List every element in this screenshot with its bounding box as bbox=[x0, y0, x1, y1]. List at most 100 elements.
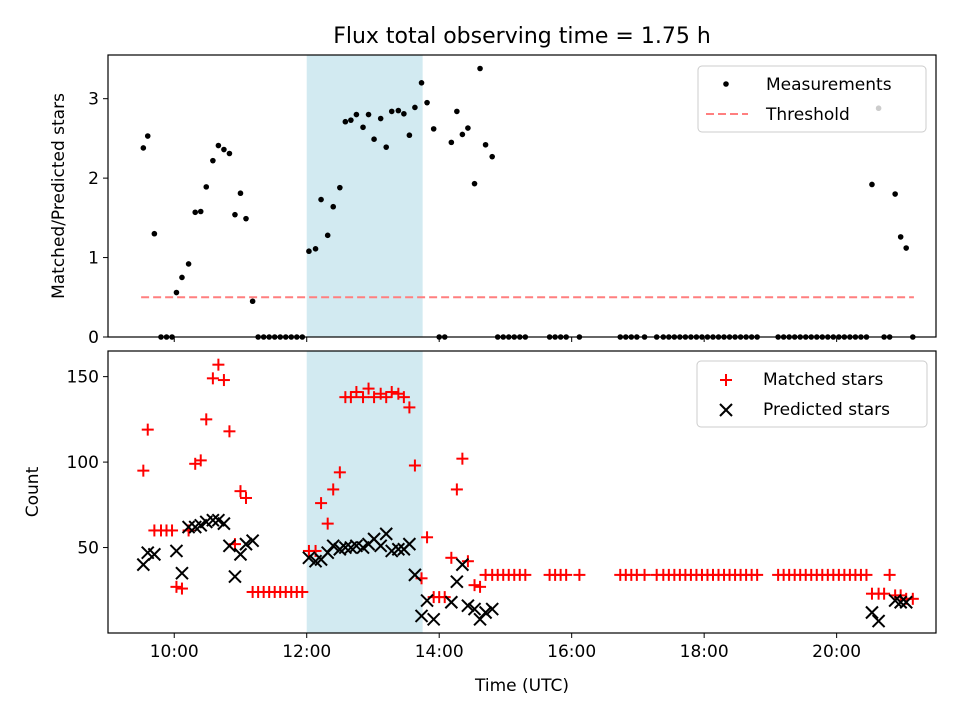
measurement-point bbox=[197, 208, 204, 215]
predicted-stars-point bbox=[426, 612, 441, 627]
predicted-stars-point bbox=[169, 544, 184, 558]
measurement-point bbox=[454, 108, 460, 115]
predicted-stars-point bbox=[485, 602, 499, 616]
x-tick-label: 14:00 bbox=[415, 642, 464, 662]
matched-stars-point bbox=[137, 464, 150, 477]
predicted-stars-point bbox=[217, 516, 231, 531]
observing-interval-shade bbox=[306, 351, 423, 633]
matched-stars-point bbox=[234, 485, 247, 498]
matched-stars-point bbox=[200, 413, 213, 426]
predicted-stars-point bbox=[893, 595, 908, 609]
legend-measurements-marker bbox=[723, 81, 729, 87]
matched-stars-point bbox=[450, 483, 463, 496]
top-y-axis-label: Matched/Predicted stars bbox=[49, 93, 69, 299]
measurement-point bbox=[471, 180, 478, 187]
measurement-point bbox=[173, 289, 180, 296]
matched-stars-point bbox=[166, 524, 179, 537]
matched-stars-point bbox=[860, 568, 873, 581]
matched-stars-point bbox=[385, 386, 398, 399]
matched-stars-point bbox=[175, 582, 188, 595]
x-tick-label: 16:00 bbox=[547, 642, 596, 662]
predicted-stars-point bbox=[136, 557, 151, 572]
matched-stars-point bbox=[408, 459, 421, 472]
measurement-point bbox=[360, 124, 366, 131]
matched-stars-point bbox=[333, 466, 346, 479]
predicted-stars-point bbox=[461, 598, 475, 613]
matched-stars-point bbox=[560, 568, 573, 581]
predicted-stars-point bbox=[467, 602, 482, 616]
predicted-stars-point bbox=[338, 540, 353, 555]
measurement-point bbox=[221, 146, 227, 153]
measurement-point bbox=[215, 142, 222, 149]
bottom-axes-frame bbox=[107, 350, 937, 634]
matched-stars-point bbox=[468, 579, 481, 592]
matched-stars-point bbox=[751, 568, 764, 581]
legend-threshold-label: Threshold bbox=[765, 105, 850, 125]
matched-stars-point bbox=[878, 587, 891, 600]
measurement-point bbox=[412, 104, 418, 111]
predicted-stars-point bbox=[326, 539, 340, 553]
predicted-stars-point bbox=[302, 551, 316, 565]
y-tick-label: 1 bbox=[88, 249, 99, 269]
measurement-point bbox=[330, 203, 337, 210]
measurement-point bbox=[324, 232, 331, 239]
predicted-stars-point bbox=[420, 593, 434, 608]
matched-stars-point bbox=[380, 391, 393, 404]
predicted-stars-point bbox=[175, 566, 189, 580]
measurement-point bbox=[192, 209, 199, 216]
predicted-stars-point bbox=[147, 547, 162, 562]
matched-stars-point bbox=[223, 425, 236, 438]
legend-measurements-label: Measurements bbox=[766, 75, 892, 95]
measurement-point bbox=[489, 153, 495, 160]
matched-stars-point bbox=[445, 551, 458, 564]
measurement-point bbox=[318, 196, 324, 203]
measurement-point bbox=[897, 234, 904, 240]
matched-stars-point bbox=[456, 452, 469, 465]
measurement-point bbox=[232, 211, 238, 218]
measurement-point bbox=[353, 111, 360, 118]
measurement-point bbox=[395, 107, 402, 114]
predicted-stars-point bbox=[414, 609, 429, 623]
bottom-x-axis-label: Time (UTC) bbox=[474, 676, 569, 696]
measurement-point bbox=[179, 274, 185, 281]
y-tick-label: 50 bbox=[77, 539, 99, 559]
matched-stars-point bbox=[296, 585, 309, 598]
measurement-point bbox=[144, 133, 151, 139]
matched-stars-point bbox=[217, 374, 230, 387]
predicted-stars-point bbox=[450, 575, 464, 589]
matched-stars-point bbox=[368, 391, 381, 404]
y-tick-label: 0 bbox=[88, 328, 99, 348]
matched-stars-point bbox=[344, 391, 357, 404]
matched-stars-point bbox=[315, 497, 328, 510]
legend-matched-label: Matched stars bbox=[763, 370, 883, 390]
legend-predicted-label: Predicted stars bbox=[763, 400, 890, 420]
matched-stars-point bbox=[638, 568, 651, 581]
measurement-point bbox=[371, 136, 377, 143]
measurement-point bbox=[312, 246, 319, 252]
y-tick-label: 150 bbox=[67, 368, 99, 388]
measurement-point bbox=[903, 245, 909, 251]
matched-stars-point bbox=[474, 580, 487, 593]
predicted-stars-point bbox=[865, 605, 879, 620]
matched-stars-point bbox=[240, 491, 252, 504]
matched-stars-point bbox=[403, 401, 416, 414]
predicted-stars-point bbox=[455, 557, 470, 572]
matched-stars-point bbox=[170, 580, 183, 593]
measurement-point bbox=[892, 191, 898, 197]
measurement-point bbox=[869, 181, 875, 188]
measurement-point bbox=[203, 184, 210, 190]
measurement-point bbox=[337, 184, 343, 191]
matched-stars-point bbox=[397, 391, 410, 404]
legend-predicted-marker bbox=[719, 403, 733, 417]
measurement-point bbox=[185, 261, 192, 267]
y-tick-label: 2 bbox=[88, 169, 99, 189]
matched-stars-point bbox=[421, 531, 434, 544]
matched-stars-point bbox=[321, 517, 334, 530]
predicted-stars-point bbox=[222, 539, 237, 553]
measurement-point bbox=[383, 144, 390, 150]
predicted-stars-point bbox=[239, 537, 253, 551]
predicted-stars-point bbox=[444, 595, 459, 609]
measurement-point bbox=[406, 132, 413, 139]
measurement-point bbox=[388, 108, 395, 115]
matched-stars-point bbox=[212, 358, 225, 371]
